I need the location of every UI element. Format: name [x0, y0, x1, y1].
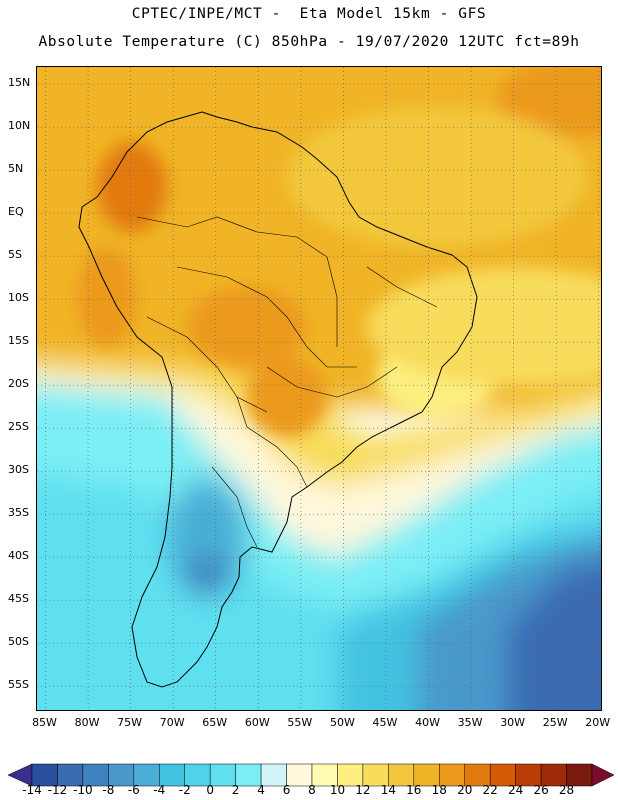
latitude-label: 30S — [8, 463, 29, 477]
colorbar-label: 20 — [457, 783, 473, 797]
colorbar-label: -4 — [153, 783, 166, 797]
colorbar-label: -14 — [22, 783, 42, 797]
colorbar-label: 26 — [533, 783, 549, 797]
longitude-label: 65W — [202, 716, 228, 729]
longitude-label: 25W — [542, 716, 568, 729]
map-canvas — [37, 67, 601, 710]
warm-core — [77, 67, 601, 437]
longitude-label: 40W — [415, 716, 440, 729]
latitude-label: 20S — [8, 377, 29, 391]
colorbar-label: -2 — [178, 783, 191, 797]
title-line-2: Absolute Temperature (C) 850hPa - 19/07/… — [38, 34, 580, 50]
longitude-label: 55W — [287, 716, 313, 729]
colorbar-label: -10 — [73, 783, 93, 797]
latitude-label: 15N — [8, 76, 31, 90]
colorbar-label: -8 — [102, 783, 115, 797]
latitude-label: 40S — [8, 549, 29, 563]
latitude-label: 10S — [8, 291, 29, 305]
temperature-map — [36, 66, 602, 711]
colorbar-label: 6 — [282, 783, 291, 797]
colorbar-label: 10 — [329, 783, 346, 797]
colorbar-label: 22 — [482, 783, 498, 797]
colorbar-label: 12 — [355, 783, 371, 797]
latitude-label: EQ — [8, 205, 24, 219]
longitude-label: 50W — [329, 716, 355, 729]
colorbar — [7, 763, 615, 787]
colorbar-label: 14 — [380, 783, 396, 797]
latitude-label: 5N — [8, 162, 24, 176]
country-borders — [136, 216, 438, 548]
longitude-label: 70W — [159, 716, 185, 729]
title-line-1: CPTEC/INPE/MCT - Eta Model 15km - GFS — [131, 6, 487, 22]
longitude-label: 30W — [500, 716, 526, 729]
colorbar-label: 16 — [406, 783, 422, 797]
longitude-label: 80W — [74, 716, 100, 729]
colorbar-label: 2 — [231, 783, 240, 797]
longitude-label: 75W — [117, 716, 143, 729]
latitude-label: 35S — [8, 506, 29, 520]
longitude-label: 35W — [457, 716, 483, 729]
latitude-label: 50S — [8, 635, 29, 649]
latitude-label: 10N — [8, 119, 31, 133]
latitude-label: 15S — [8, 334, 29, 348]
longitude-label: 45W — [372, 716, 398, 729]
latitude-label: 45S — [8, 592, 29, 606]
latitude-label: 5S — [8, 248, 22, 262]
colorbar-label: 0 — [206, 783, 214, 797]
longitude-label: 60W — [244, 716, 270, 729]
latitude-label: 55S — [8, 678, 29, 692]
longitude-label: 85W — [32, 716, 57, 729]
colorbar-label: 4 — [257, 783, 265, 797]
colorbar-label: -6 — [127, 783, 140, 797]
colorbar-label: 28 — [558, 783, 575, 797]
colorbar-label: 18 — [431, 783, 447, 797]
colorbar-label: 24 — [507, 783, 524, 797]
longitude-label: 20W — [585, 716, 611, 729]
latitude-label: 25S — [8, 420, 29, 434]
colorbar-label: -12 — [47, 783, 68, 797]
colorbar-label: 8 — [308, 783, 316, 797]
colorbar-high-arrow — [591, 763, 615, 787]
